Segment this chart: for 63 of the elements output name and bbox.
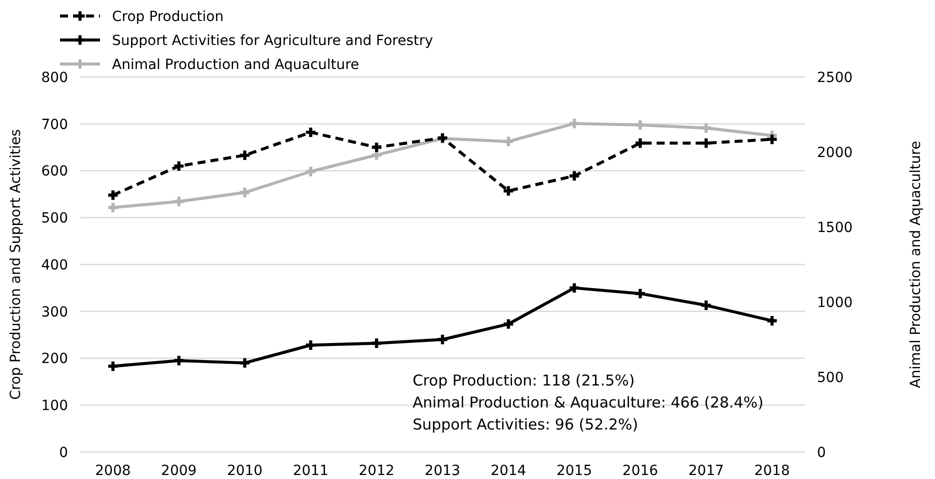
- x-tick-label: 2013: [424, 462, 460, 479]
- legend-label: Crop Production: [112, 8, 224, 25]
- x-tick-label: 2016: [622, 462, 658, 479]
- point: [108, 361, 118, 371]
- point: [108, 190, 118, 200]
- annotation: Support Activities: 96 (52.2%): [412, 415, 638, 434]
- x-tick-label: 2017: [688, 462, 724, 479]
- y-tick-label: 300: [41, 304, 68, 320]
- point: [504, 186, 514, 196]
- y-tick-label: 100: [41, 398, 68, 414]
- point: [240, 150, 250, 160]
- point: [372, 338, 382, 348]
- point: [438, 334, 448, 344]
- y-tick-label: 700: [41, 116, 68, 133]
- x-tick-label: 2009: [161, 462, 197, 479]
- y2-tick-label: 2500: [817, 70, 853, 86]
- annotation: Animal Production & Aquaculture: 466 (28.4%): [412, 393, 764, 412]
- x-tick-label: 2010: [226, 462, 263, 479]
- y-tick-label: 400: [41, 257, 68, 274]
- y-tick-label: 600: [41, 164, 68, 180]
- point: [504, 319, 514, 329]
- point: [570, 171, 580, 181]
- legend-label: Support Activities for Agriculture and Forestry: [112, 32, 434, 49]
- point: [767, 134, 777, 144]
- point: [240, 188, 250, 198]
- point: [240, 358, 250, 368]
- point: [174, 356, 184, 366]
- annotation: Crop Production: 118 (21.5%): [412, 371, 635, 390]
- x-tick-label: 2011: [292, 462, 328, 479]
- point: [767, 316, 777, 326]
- y2-tick-label: 2000: [817, 144, 853, 161]
- x-tick-label: 2018: [754, 462, 790, 479]
- point: [306, 340, 316, 350]
- y2-tick-label: 500: [817, 370, 844, 386]
- y-tick-label: 200: [41, 351, 68, 368]
- x-tick-label: 2014: [490, 462, 526, 479]
- point: [701, 300, 711, 310]
- point: [635, 138, 645, 148]
- point: [108, 202, 118, 212]
- point: [635, 120, 645, 130]
- y-tick-label: 0: [59, 444, 68, 461]
- y2-tick-label: 1500: [817, 220, 853, 236]
- point: [174, 161, 184, 171]
- y2-tick-label: 0: [817, 444, 826, 461]
- y-tick-label: 800: [41, 70, 68, 86]
- x-tick-label: 2015: [556, 462, 592, 479]
- point: [570, 283, 580, 293]
- point: [635, 288, 645, 298]
- point: [372, 142, 382, 152]
- legend-label: Animal Production and Aquaculture: [112, 56, 360, 73]
- point: [701, 123, 711, 133]
- y-axis-title: Crop Production and Support Activities: [8, 129, 24, 400]
- y2-tick-label: 1000: [817, 294, 853, 311]
- point: [504, 136, 514, 146]
- point: [174, 196, 184, 206]
- point: [306, 166, 316, 176]
- point: [570, 118, 580, 128]
- point: [701, 138, 711, 148]
- x-tick-label: 2008: [95, 462, 131, 479]
- point: [306, 128, 316, 138]
- y2-axis-title: Animal Production and Aquaculture: [908, 140, 924, 388]
- x-tick-label: 2012: [358, 462, 394, 479]
- y-tick-label: 500: [41, 210, 68, 227]
